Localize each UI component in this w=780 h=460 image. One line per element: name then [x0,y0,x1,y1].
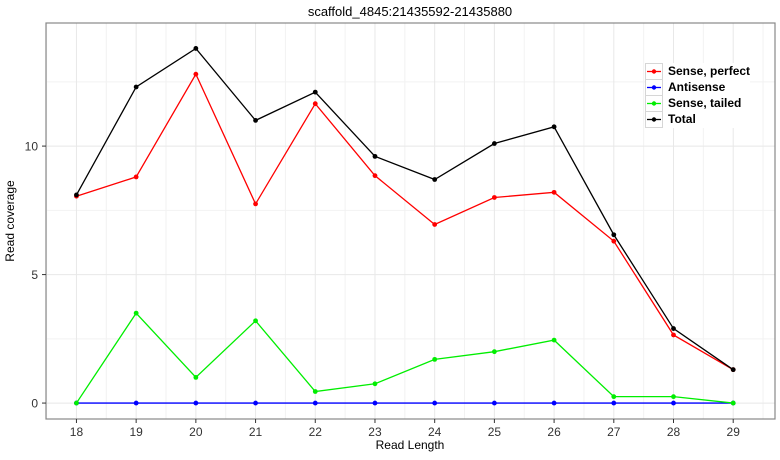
data-point-sense-perfect [671,332,676,338]
legend-key-icon [645,63,663,80]
data-point-sense-tailed [611,394,617,400]
x-tick-label: 23 [368,425,382,439]
data-point-sense-tailed [551,337,557,343]
series-line-total [75,47,734,371]
legend-key-point [651,85,657,90]
legend-label: Sense, tailed [668,96,742,110]
data-point-sense-perfect [491,195,497,200]
data-point-sense-tailed [491,349,497,355]
data-point-sense-tailed [193,374,199,380]
x-tick-label: 25 [488,425,502,439]
data-point-total [730,367,736,373]
x-tick-label: 29 [727,425,741,439]
data-point-antisense [551,400,557,406]
chart-title: scaffold_4845:21435592-21435880 [308,4,512,19]
data-point-sense-perfect [133,174,139,180]
data-point-sense-tailed [253,318,258,324]
data-point-total [74,192,79,198]
data-point-sense-perfect [372,173,378,179]
x-tick-label: 21 [249,425,263,439]
data-point-sense-tailed [312,389,318,394]
data-point-total [193,46,199,51]
x-tick-label: 22 [309,425,323,439]
data-point-sense-perfect [312,101,318,107]
legend-entry-total: Total [645,111,750,128]
legend-label: Antisense [668,80,726,94]
data-point-antisense [133,400,139,406]
data-point-sense-perfect [611,238,617,244]
x-tick-label: 20 [189,425,203,439]
data-point-sense-tailed [730,400,736,406]
data-point-antisense [611,400,617,406]
data-point-sense-perfect [193,71,199,77]
data-point-total [671,326,676,331]
data-point-total [253,117,258,123]
data-point-total [551,124,557,130]
y-tick-label: 0 [31,397,38,411]
legend-key-point [651,69,657,74]
legend-label: Total [668,112,696,126]
data-point-sense-perfect [551,189,557,195]
x-tick-label: 26 [547,425,561,439]
legend: Sense, perfect Antisense Sense, tailed Tota… [645,63,751,128]
x-tick-label: 27 [607,425,621,439]
legend-entry-sense-tailed: Sense, tailed [645,95,750,112]
x-tick-label: 18 [70,425,84,439]
y-tick-label: 5 [31,268,38,282]
legend-key-icon [645,95,663,112]
data-point-sense-perfect [432,222,438,227]
y-axis-label: Read coverage [3,180,17,262]
legend-entry-sense-perfect: Sense, perfect [645,63,750,80]
legend-entry-antisense: Antisense [645,79,750,96]
data-point-sense-tailed [671,394,676,400]
x-tick-label: 19 [129,425,143,439]
data-point-antisense [372,400,378,406]
data-point-total [432,177,438,182]
legend-label: Sense, perfect [668,64,751,78]
data-point-sense-tailed [74,400,79,406]
series-line-sense-perfect [76,72,734,371]
legend-key-point [651,101,657,106]
data-point-sense-tailed [133,310,139,316]
data-point-antisense [193,400,199,406]
axes-layer: 18 19 20 21 22 23 24 25 26 27 28 29 0 5 10 [25,22,776,439]
legend-key-point [651,117,657,122]
x-tick-label: 24 [428,425,442,439]
data-point-antisense [432,400,438,406]
legend-key-icon [645,111,663,128]
series-line-sense-tailed [75,312,734,404]
x-axis-label: Read Length [376,438,445,452]
data-point-total [372,153,378,159]
data-point-total [133,84,139,90]
y-tick-label: 10 [25,140,39,154]
data-point-antisense [491,400,497,406]
data-point-antisense [312,400,318,406]
data-point-sense-perfect [253,201,258,207]
x-tick-label: 28 [667,425,681,439]
data-point-sense-tailed [372,381,378,387]
data-point-total [312,89,318,95]
data-point-total [491,141,497,146]
data-point-antisense [253,400,258,406]
data-point-total [611,232,617,238]
data-point-antisense [671,400,676,406]
series-layer [74,46,736,406]
panel-border [45,22,776,420]
legend-key-icon [645,79,663,96]
data-point-sense-tailed [432,356,438,362]
